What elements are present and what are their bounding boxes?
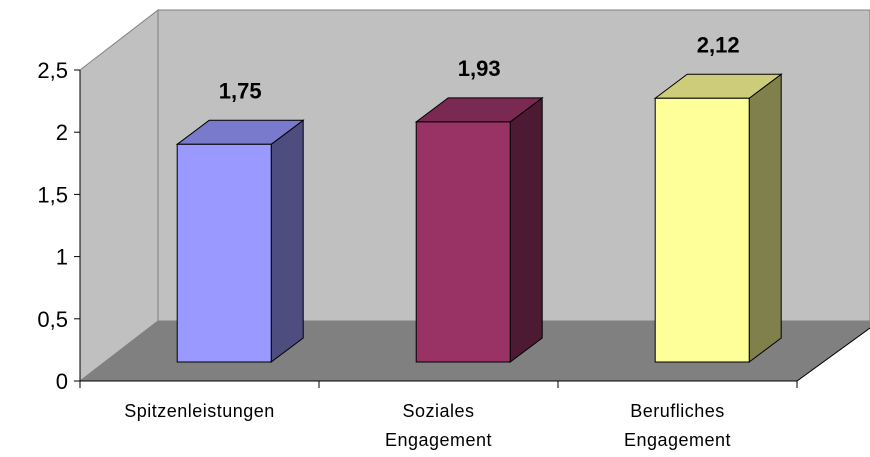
y-tick-label: 0,5 <box>37 307 68 332</box>
bar <box>415 121 511 363</box>
bar <box>176 143 272 363</box>
y-tick-label: 2,5 <box>37 58 68 83</box>
value-label: 1,75 <box>219 78 262 103</box>
x-tick-label: Soziales Engagement <box>384 401 493 450</box>
y-tick-label: 1 <box>56 245 68 270</box>
y-tick-label: 0 <box>56 369 68 394</box>
y-tick-label: 1,5 <box>37 182 68 207</box>
x-tick-label: Berufliches Engagement <box>623 401 732 450</box>
side-wall <box>79 8 159 383</box>
value-label: 1,93 <box>458 56 501 81</box>
bar-side <box>270 119 304 363</box>
floor-edge <box>796 327 870 382</box>
bar <box>654 97 750 363</box>
bar-side <box>748 73 782 363</box>
x-tick-label: Spitzenleistungen <box>124 401 275 421</box>
value-label: 2,12 <box>697 32 740 57</box>
y-tick-label: 2 <box>56 120 68 145</box>
bar-side <box>509 96 543 363</box>
